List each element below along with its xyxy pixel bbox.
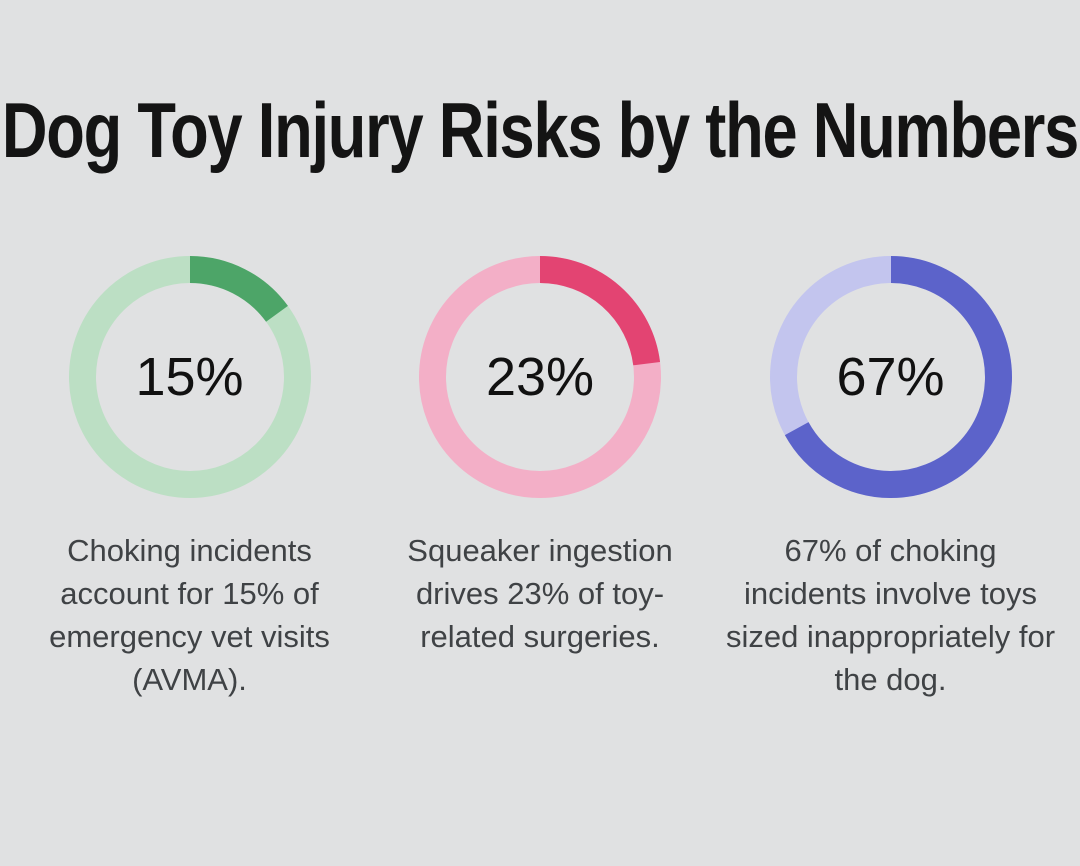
page-title-text: Dog Toy Injury Risks by the Numbers (1, 86, 1079, 174)
donut-ring-choking (68, 256, 311, 498)
donut-value-label-choking: 15% (135, 347, 244, 407)
charts-row: 15% Choking incidents account for 15% of… (0, 256, 1080, 701)
donut-arc-toy-sizing (769, 256, 1012, 498)
donut-caption-squeaker: Squeaker ingestion drives 23% of toy-rel… (407, 533, 673, 654)
donut-arc-choking (68, 256, 311, 498)
donut-caption-toy-sizing: 67% of choking incidents involve toys si… (725, 533, 1056, 697)
donut-chart-squeaker: 23% (419, 256, 661, 498)
page-title: Dog Toy Injury Risks by the Numbers (0, 0, 1080, 176)
donut-arc-squeaker (419, 256, 661, 498)
donut-ring-squeaker (419, 256, 661, 498)
donut-caption-choking: Choking incidents account for 15% of eme… (49, 533, 330, 697)
chart-choking-column: 15% Choking incidents account for 15% of… (16, 256, 363, 701)
chart-squeaker-column: 23% Squeaker ingestion drives 23% of toy… (367, 256, 714, 701)
chart-toy-sizing-column: 67% 67% of choking incidents involve toy… (717, 256, 1064, 701)
donut-chart-toy-sizing: 67% (769, 256, 1012, 498)
donut-value-label-toy-sizing: 67% (836, 347, 945, 407)
donut-ring-toy-sizing (769, 256, 1012, 498)
donut-chart-choking: 15% (68, 256, 311, 498)
donut-value-label-squeaker: 23% (485, 347, 595, 407)
